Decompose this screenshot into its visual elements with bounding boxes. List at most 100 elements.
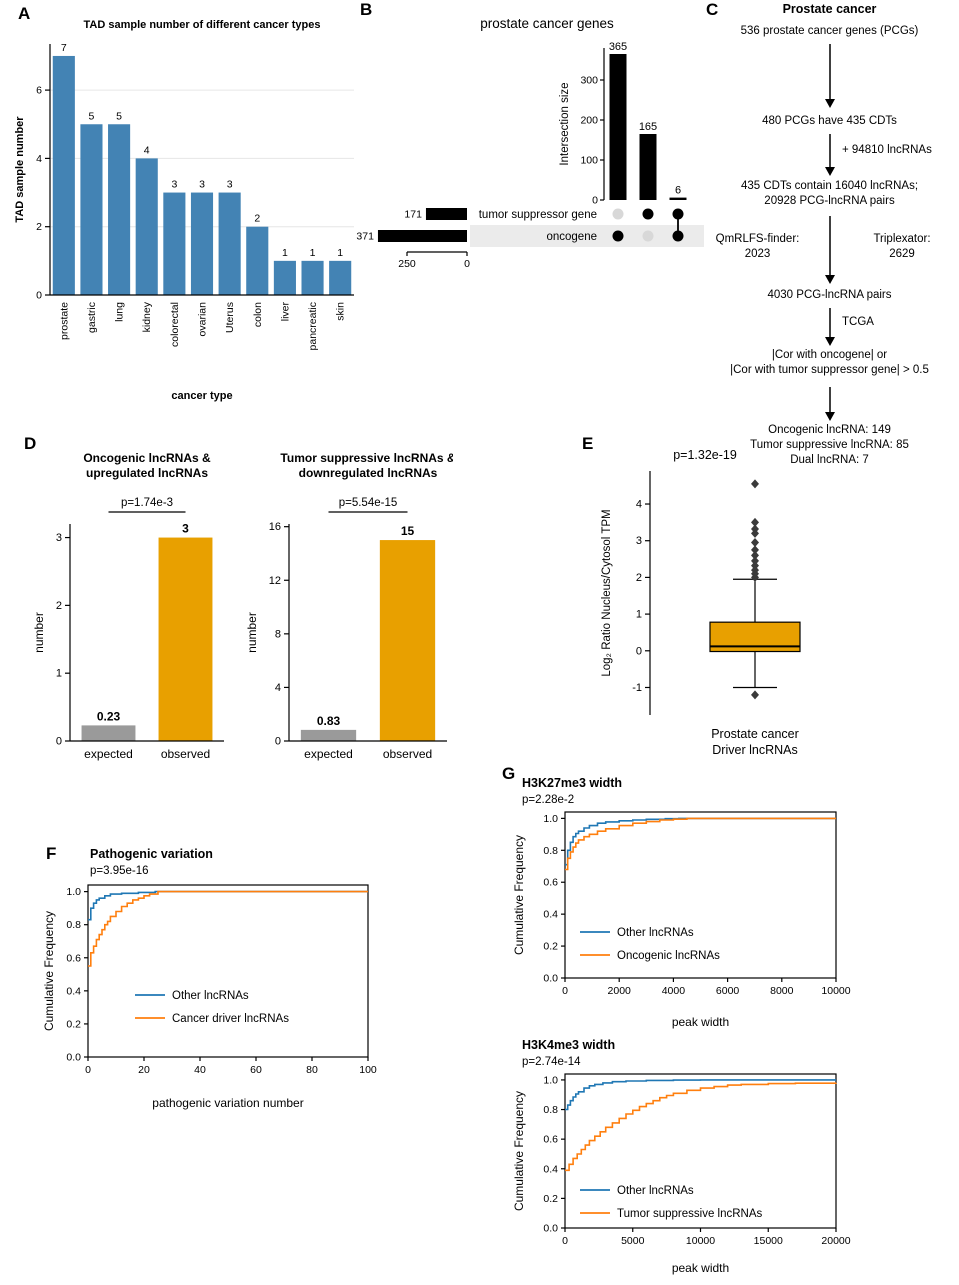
svg-text:oncogene: oncogene <box>546 231 597 243</box>
svg-text:Other lncRNAs: Other lncRNAs <box>172 990 249 1002</box>
svg-text:upregulated lncRNAs: upregulated lncRNAs <box>86 466 208 480</box>
svg-text:100: 100 <box>359 1064 377 1076</box>
svg-text:0.6: 0.6 <box>543 1134 558 1146</box>
svg-text:10000: 10000 <box>686 1235 715 1247</box>
flow-label-lncrna-input: + 94810 lncRNAs <box>842 144 932 156</box>
svg-text:colorectal: colorectal <box>169 302 181 347</box>
panel-g1-cdf-plot: 0 2000 4000 6000 8000 10000 0.0 0.2 0.4 0.6 0.8 1.0… <box>510 772 854 1039</box>
svg-text:2: 2 <box>636 572 642 584</box>
svg-text:5: 5 <box>89 110 95 122</box>
flow-node-pairs-line2: 20928 PCG-lncRNA pairs <box>764 195 895 207</box>
svg-text:0: 0 <box>464 258 470 270</box>
flow-label-tcga: TCGA <box>842 316 874 328</box>
svg-text:10000: 10000 <box>821 985 850 997</box>
svg-text:0.6: 0.6 <box>66 952 81 964</box>
svg-text:20000: 20000 <box>821 1235 850 1247</box>
svg-text:0.4: 0.4 <box>543 909 558 921</box>
svg-text:p=5.54e-15: p=5.54e-15 <box>339 497 398 509</box>
svg-text:1: 1 <box>56 668 62 680</box>
svg-text:1.0: 1.0 <box>543 813 558 825</box>
svg-text:Other lncRNAs: Other lncRNAs <box>617 1185 694 1197</box>
panel-label-b: B <box>360 0 373 19</box>
svg-text:8: 8 <box>275 628 281 640</box>
svg-text:number: number <box>245 612 259 653</box>
svg-text:3: 3 <box>56 532 62 544</box>
svg-text:0.0: 0.0 <box>543 973 558 985</box>
flow-title: Prostate cancer <box>782 2 877 16</box>
svg-text:5000: 5000 <box>621 1235 645 1247</box>
svg-text:prostate cancer genes: prostate cancer genes <box>480 16 614 31</box>
svg-text:4: 4 <box>636 499 642 511</box>
svg-text:40: 40 <box>194 1064 206 1076</box>
flow-arrow-down-icon <box>825 308 835 346</box>
svg-text:1.0: 1.0 <box>66 886 81 898</box>
svg-text:peak width: peak width <box>672 1015 729 1029</box>
svg-text:0.6: 0.6 <box>543 877 558 889</box>
panel-a-bar-chart: 7 5 5 4 3 3 3 2 1 1 1 0 2 4 6 prostate gastric lung kidney… <box>10 12 360 412</box>
svg-text:0: 0 <box>562 1235 568 1247</box>
svg-text:6: 6 <box>675 185 681 197</box>
svg-text:prostate: prostate <box>58 302 70 340</box>
svg-text:0: 0 <box>275 736 281 748</box>
svg-text:ovarian: ovarian <box>197 302 209 337</box>
svg-text:Log₂ Ratio Nucleus/Cytosol TPM: Log₂ Ratio Nucleus/Cytosol TPM <box>601 509 613 676</box>
flow-result-dual: Dual lncRNA: 7 <box>790 454 869 466</box>
svg-text:Tumor suppressive lncRNAs &: Tumor suppressive lncRNAs & <box>280 451 453 465</box>
svg-text:16: 16 <box>269 521 281 533</box>
svg-text:3: 3 <box>227 179 233 191</box>
flow-node-cdts: 480 PCGs have 435 CDTs <box>762 115 897 127</box>
svg-text:300: 300 <box>580 75 598 87</box>
svg-text:365: 365 <box>609 41 627 53</box>
svg-text:p=3.95e-16: p=3.95e-16 <box>90 865 149 877</box>
svg-text:0: 0 <box>56 736 62 748</box>
svg-text:0.2: 0.2 <box>66 1018 81 1030</box>
svg-text:0.8: 0.8 <box>543 1104 558 1116</box>
svg-text:4000: 4000 <box>662 985 686 997</box>
svg-text:4: 4 <box>144 144 150 156</box>
svg-text:Driver lncRNAs: Driver lncRNAs <box>712 743 797 757</box>
svg-text:Cumulative Frequency: Cumulative Frequency <box>512 835 526 955</box>
svg-text:80: 80 <box>306 1064 318 1076</box>
svg-text:8000: 8000 <box>770 985 794 997</box>
svg-text:H3K27me3 width: H3K27me3 width <box>522 776 622 790</box>
svg-text:0.2: 0.2 <box>543 1193 558 1205</box>
svg-text:TAD sample number: TAD sample number <box>14 116 26 223</box>
svg-text:0: 0 <box>562 985 568 997</box>
panel-label-c: C <box>706 0 719 19</box>
svg-text:Tumor suppressive lncRNAs: Tumor suppressive lncRNAs <box>617 1208 763 1220</box>
svg-text:12: 12 <box>269 575 281 587</box>
svg-text:Pathogenic variation: Pathogenic variation <box>90 847 213 861</box>
svg-text:0.0: 0.0 <box>543 1223 558 1235</box>
panel-label-e: E <box>582 434 594 453</box>
svg-text:0: 0 <box>36 290 42 302</box>
svg-text:5: 5 <box>116 110 122 122</box>
panel-b-upset-plot: prostate cancer genes 0 100 200 300 Intersect… <box>352 6 704 283</box>
svg-text:0.2: 0.2 <box>543 941 558 953</box>
svg-text:tumor suppressor gene: tumor suppressor gene <box>479 209 597 221</box>
svg-text:lung: lung <box>114 302 126 322</box>
svg-text:0.4: 0.4 <box>543 1163 558 1175</box>
svg-text:3: 3 <box>636 535 642 547</box>
svg-text:Other lncRNAs: Other lncRNAs <box>617 927 694 939</box>
svg-text:Oncogenic lncRNAs &: Oncogenic lncRNAs & <box>83 451 211 465</box>
svg-text:2: 2 <box>56 600 62 612</box>
svg-text:Cancer driver lncRNAs: Cancer driver lncRNAs <box>172 1013 289 1025</box>
svg-text:7: 7 <box>61 42 67 54</box>
svg-text:Cumulative Frequency: Cumulative Frequency <box>512 1091 526 1211</box>
panel-label-f: F <box>46 844 57 863</box>
panel-f-cdf-plot: 0 20 40 60 80 100 0.0 0.2 0.4 0.6 0.8 1.0 Pathogenic… <box>40 843 380 1120</box>
svg-text:Cumulative Frequency: Cumulative Frequency <box>42 911 56 1031</box>
svg-text:250: 250 <box>398 258 416 270</box>
panel-d-suppressive-bar-chart: 0.83 15 0 4 8 12 16 expected observed Tumor suppr… <box>243 446 456 786</box>
flow-result-oncogenic: Oncogenic lncRNA: 149 <box>768 424 891 436</box>
svg-text:1: 1 <box>282 247 288 259</box>
svg-text:1: 1 <box>310 247 316 259</box>
svg-text:165: 165 <box>639 121 657 133</box>
flow-result-suppressive: Tumor suppressive lncRNA: 85 <box>750 439 909 451</box>
panel-label-d: D <box>24 434 37 453</box>
svg-text:371: 371 <box>356 231 374 243</box>
panel-c-flowchart: Prostate cancer 536 prostate cancer gene… <box>700 2 959 478</box>
svg-text:Prostate cancer: Prostate cancer <box>711 727 799 741</box>
svg-text:pancreatic: pancreatic <box>307 302 319 350</box>
